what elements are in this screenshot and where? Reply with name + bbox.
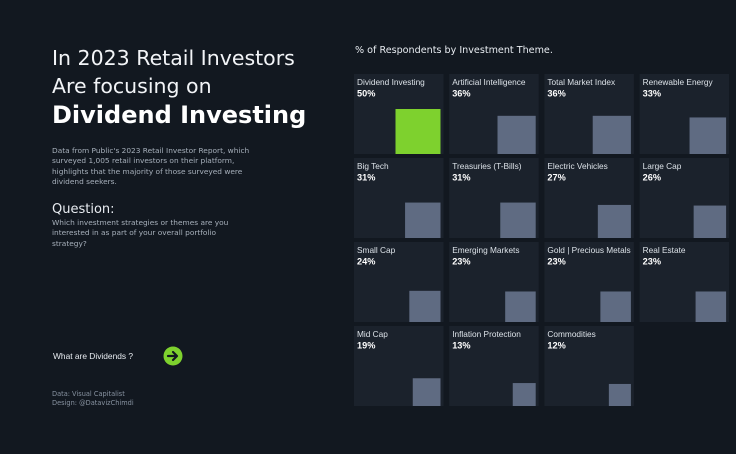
theme-value-label: 50% xyxy=(357,89,375,99)
theme-label: Treasuries (T-Bills) xyxy=(452,161,522,171)
theme-cell-large-cap: Large Cap 26% xyxy=(639,158,730,238)
theme-label: Artificial Intelligence xyxy=(452,77,526,87)
credits: Data: Visual Capitalist Design: @Dataviz… xyxy=(52,390,134,407)
value-square xyxy=(693,205,727,238)
theme-cell-real-estate: Real Estate 23% xyxy=(639,242,730,322)
theme-label: Big Tech xyxy=(357,161,389,171)
theme-cell-treasuries-t-bills: Treasuries (T-Bills) 31% xyxy=(449,158,539,238)
theme-cell-dividend-investing: Dividend Investing 50% xyxy=(354,74,444,154)
chart-title: % of Respondents by Investment Theme. xyxy=(355,45,553,56)
value-square xyxy=(597,204,631,238)
value-square xyxy=(412,378,441,406)
theme-value-label: 26% xyxy=(643,173,661,183)
value-square xyxy=(608,383,631,406)
theme-label: Inflation Protection xyxy=(452,329,521,339)
theme-value-label: 36% xyxy=(547,89,565,99)
theme-cell-mid-cap: Mid Cap 19% xyxy=(354,326,444,406)
theme-cell-renewable-energy: Renewable Energy 33% xyxy=(639,74,730,154)
theme-label: Large Cap xyxy=(643,161,682,171)
theme-label: Small Cap xyxy=(357,245,396,255)
theme-cell-artificial-intelligence: Artificial Intelligence 36% xyxy=(449,74,539,154)
theme-value-label: 12% xyxy=(547,341,565,351)
value-square xyxy=(592,115,631,154)
theme-cell-big-tech: Big Tech 31% xyxy=(354,158,444,238)
theme-cell-commodities: Commodities 12% xyxy=(544,326,634,406)
theme-value-label: 33% xyxy=(643,89,661,99)
value-square xyxy=(689,117,727,154)
value-square xyxy=(695,291,727,322)
value-square xyxy=(505,291,536,322)
theme-label: Mid Cap xyxy=(357,329,388,339)
question-text: Which investment strategies or themes ar… xyxy=(52,218,229,248)
theme-value-label: 23% xyxy=(452,257,470,267)
theme-label: Renewable Energy xyxy=(643,77,714,87)
value-square xyxy=(512,383,536,406)
theme-label: Emerging Markets xyxy=(452,245,519,255)
arrow-right-circle-icon[interactable] xyxy=(163,346,183,366)
theme-value-label: 27% xyxy=(547,173,565,183)
theme-label: Gold | Precious Metals xyxy=(547,245,630,255)
what-are-dividends-link[interactable]: What are Dividends ? xyxy=(53,346,183,366)
question-title: Question: xyxy=(52,202,115,218)
theme-label: Electric Vehicles xyxy=(547,161,607,171)
theme-label: Dividend Investing xyxy=(357,77,425,87)
theme-value-label: 23% xyxy=(643,257,661,267)
value-square xyxy=(497,115,536,154)
intro-paragraph: Data from Public's 2023 Retail Investor … xyxy=(52,146,250,186)
theme-cell-total-market-index: Total Market Index 36% xyxy=(544,74,634,154)
data-credit: Data: Visual Capitalist xyxy=(52,390,125,398)
value-square xyxy=(500,202,536,238)
theme-cell-small-cap: Small Cap 24% xyxy=(354,242,444,322)
theme-value-label: 19% xyxy=(357,341,375,351)
theme-cell-inflation-protection: Inflation Protection 13% xyxy=(449,326,539,406)
theme-value-label: 31% xyxy=(357,173,375,183)
theme-value-label: 31% xyxy=(452,173,470,183)
design-credit: Design: @DatavizChimdi xyxy=(52,398,134,407)
theme-label: Total Market Index xyxy=(547,77,616,87)
theme-value-label: 24% xyxy=(357,257,375,267)
value-square xyxy=(409,290,441,322)
theme-cell-gold-precious-metals: Gold | Precious Metals 23% xyxy=(544,242,634,322)
cta-label: What are Dividends ? xyxy=(53,351,134,361)
theme-label: Real Estate xyxy=(643,245,686,255)
theme-cell-emerging-markets: Emerging Markets 23% xyxy=(449,242,539,322)
theme-cell-electric-vehicles: Electric Vehicles 27% xyxy=(544,158,634,238)
theme-label: Commodities xyxy=(547,329,595,339)
headline-line-1: In 2023 Retail Investors xyxy=(52,46,295,70)
value-square xyxy=(405,202,441,238)
headline-emphasis: Dividend Investing xyxy=(52,101,307,129)
theme-value-label: 23% xyxy=(547,257,565,267)
intro-panel: In 2023 Retail Investors Are focusing on… xyxy=(52,44,312,249)
value-square xyxy=(395,109,441,154)
value-square xyxy=(600,291,631,322)
theme-value-label: 13% xyxy=(452,341,470,351)
theme-value-label: 36% xyxy=(452,89,470,99)
headline-line-2: Are focusing on xyxy=(52,74,212,98)
